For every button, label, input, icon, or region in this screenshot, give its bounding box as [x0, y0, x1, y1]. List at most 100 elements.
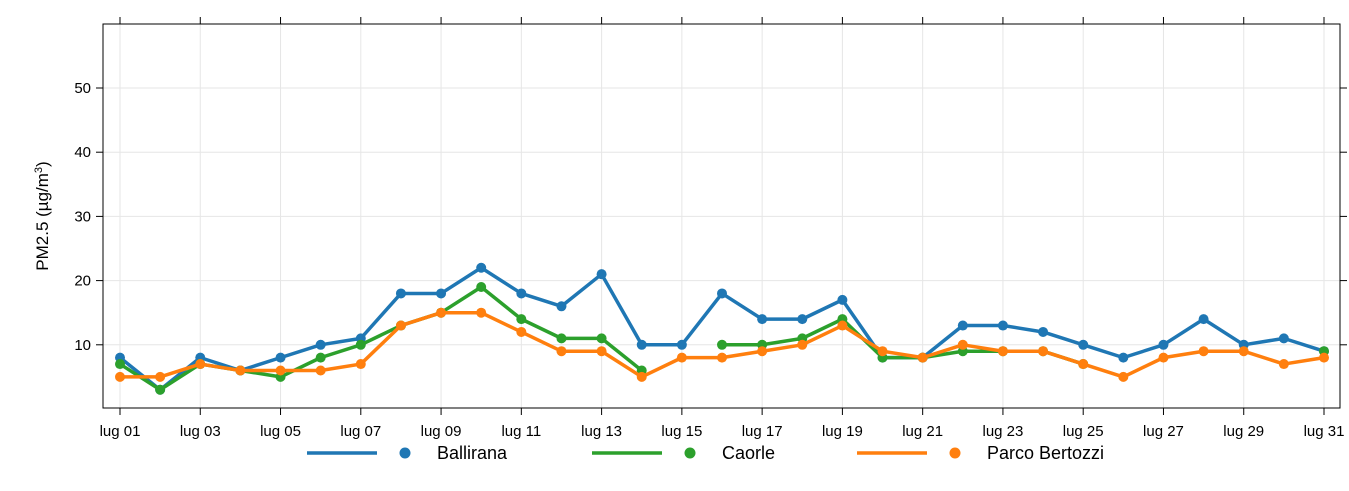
data-point: [1319, 352, 1329, 363]
data-point: [155, 384, 166, 395]
legend-marker: [399, 447, 411, 459]
y-tick-label: 50: [74, 80, 91, 97]
data-point: [1158, 352, 1169, 363]
grid-lines: [103, 24, 1340, 408]
series-caorle: [115, 282, 1329, 395]
data-point: [957, 339, 968, 350]
legend-entry: Parco Bertozzi: [857, 443, 1104, 463]
data-point: [997, 346, 1008, 357]
data-point: [797, 339, 808, 350]
data-point: [1278, 359, 1289, 370]
data-point: [556, 301, 567, 312]
data-point: [1238, 346, 1249, 357]
data-point: [676, 352, 687, 363]
data-point: [476, 282, 487, 293]
data-point: [155, 371, 166, 382]
data-point: [636, 371, 647, 382]
data-point: [1078, 339, 1089, 350]
y-tick-label: 30: [74, 208, 91, 225]
data-point: [395, 288, 406, 299]
data-point: [837, 320, 848, 331]
data-point: [596, 346, 607, 357]
data-point: [676, 339, 687, 350]
legend-entry: Caorle: [592, 443, 775, 463]
data-point: [596, 269, 607, 280]
data-point: [556, 333, 567, 344]
data-point: [275, 365, 286, 376]
data-point: [717, 288, 727, 299]
data-point: [1198, 346, 1209, 357]
data-point: [436, 307, 447, 318]
data-point: [1118, 352, 1129, 363]
data-point: [195, 359, 206, 370]
x-tick-label: lug 03: [180, 423, 221, 440]
data-point: [315, 352, 326, 363]
data-point: [436, 288, 447, 299]
x-tick-label: lug 09: [421, 423, 462, 440]
data-point: [355, 359, 366, 370]
x-tick-label: lug 23: [982, 423, 1023, 440]
x-tick-label: lug 05: [260, 423, 301, 440]
data-point: [315, 365, 326, 376]
legend-entry: Ballirana: [307, 443, 508, 463]
y-axis-label-superscript: 3: [33, 167, 45, 173]
data-point: [717, 339, 727, 350]
y-tick-label: 10: [74, 337, 91, 354]
x-tick-label: lug 17: [742, 423, 783, 440]
x-tick-label: lug 19: [822, 423, 863, 440]
data-point: [516, 288, 527, 299]
x-tick-label: lug 01: [100, 423, 141, 440]
legend-label: Ballirana: [437, 443, 508, 463]
data-point: [275, 352, 286, 363]
data-point: [476, 307, 487, 318]
data-point: [596, 333, 607, 344]
data-point: [636, 339, 647, 350]
data-point: [556, 346, 567, 357]
x-tick-label: lug 07: [340, 423, 381, 440]
data-point: [395, 320, 406, 331]
y-tick-label: 20: [74, 273, 91, 290]
x-tick-label: lug 27: [1143, 423, 1184, 440]
legend-marker: [949, 447, 961, 459]
legend: Ballirana Caorle Parco Bertozzi: [307, 443, 1104, 463]
y-axis-label: PM2.5 (µg/m3): [33, 161, 52, 270]
legend-marker: [684, 447, 696, 459]
data-point: [837, 294, 848, 305]
series-parco-bertozzi: [115, 307, 1329, 382]
data-point: [797, 314, 808, 325]
legend-label: Parco Bertozzi: [987, 443, 1104, 463]
x-tick-label: lug 25: [1063, 423, 1104, 440]
data-point: [115, 371, 125, 382]
data-point: [1038, 326, 1049, 337]
x-axis: lug 01 lug 03 lug 05 lug 07 lug 09 lug 11 lug …: [100, 17, 1344, 440]
data-point: [1118, 371, 1129, 382]
data-point: [355, 339, 366, 350]
data-point: [1158, 339, 1169, 350]
series-line: [720, 317, 1085, 366]
x-tick-label: lug 15: [661, 423, 702, 440]
x-tick-label: lug 21: [902, 423, 943, 440]
data-point: [957, 320, 968, 331]
data-point: [476, 262, 487, 273]
x-tick-label: lug 29: [1223, 423, 1264, 440]
data-point: [235, 365, 246, 376]
data-point: [1038, 346, 1049, 357]
data-point: [917, 352, 928, 363]
data-point: [717, 352, 727, 363]
data-point: [877, 346, 888, 357]
data-point: [1278, 333, 1289, 344]
series-ballirana: [115, 262, 1329, 395]
data-point: [516, 314, 527, 325]
data-point: [115, 359, 125, 370]
data-point: [757, 346, 768, 357]
x-tick-label: lug 13: [581, 423, 622, 440]
data-point: [516, 326, 527, 337]
series-layer: [115, 262, 1329, 395]
data-point: [1198, 314, 1209, 325]
data-point: [1078, 359, 1089, 370]
data-point: [315, 339, 326, 350]
y-axis: 10 20 30 40 50: [74, 80, 1347, 354]
x-tick-label: lug 11: [501, 423, 541, 440]
data-point: [757, 314, 768, 325]
